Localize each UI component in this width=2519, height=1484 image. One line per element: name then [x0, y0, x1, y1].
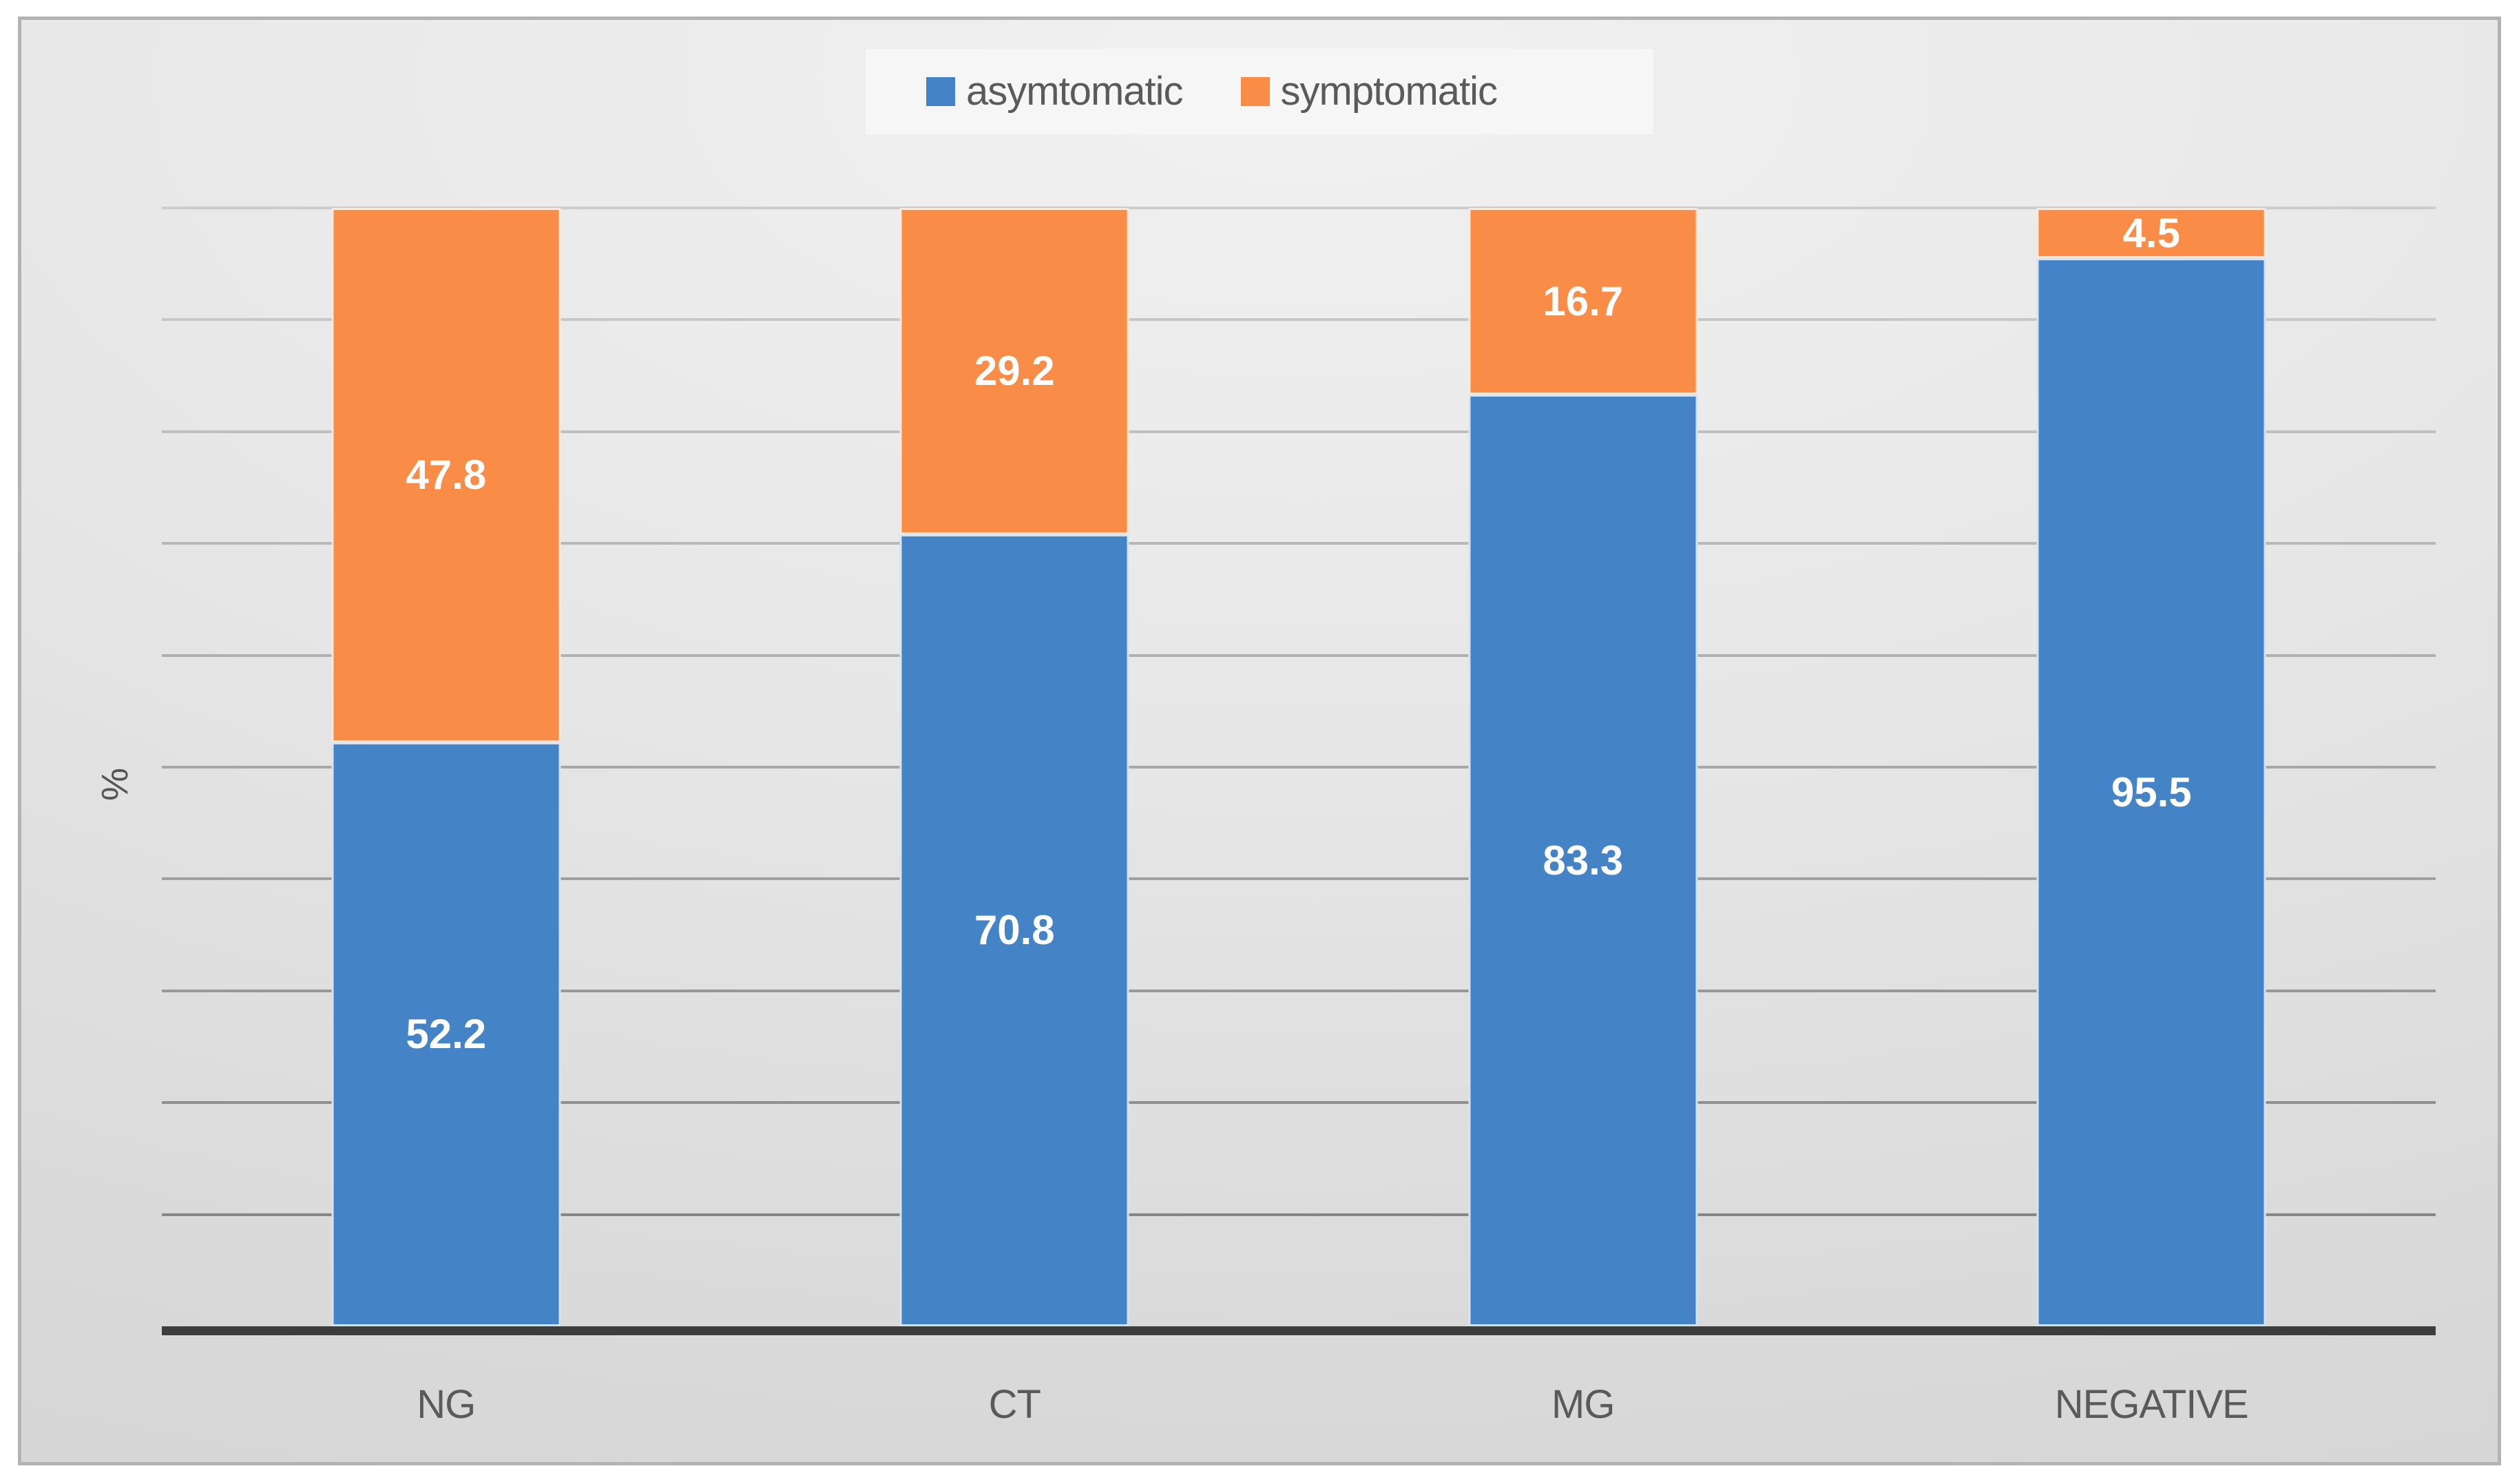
legend-label: asymtomatic — [966, 69, 1184, 114]
data-label-asymtomatic-NG: 52.2 — [406, 1011, 487, 1058]
legend-marker-symptomatic — [1240, 77, 1270, 106]
category-label-MG: MG — [1551, 1381, 1615, 1427]
bar-segment-symptomatic-MG: 16.7 — [1468, 208, 1698, 395]
bar-MG: 83.3 16.7 — [1468, 208, 1698, 1326]
category-label-NEGATIVE: NEGATIVE — [2054, 1381, 2249, 1427]
bar-NEGATIVE: 95.5 4.5 — [2036, 208, 2266, 1326]
gridline — [162, 542, 2436, 545]
data-label-asymtomatic-NEGATIVE: 95.5 — [2111, 769, 2192, 815]
gridline — [162, 1213, 2436, 1216]
bar-segment-symptomatic-NG: 47.8 — [331, 208, 561, 743]
gridline — [162, 877, 2436, 881]
legend-label: symptomatic — [1280, 69, 1498, 114]
gridline — [162, 989, 2436, 992]
category-axis-labels: NG CT MG NEGATIVE — [162, 1373, 2436, 1435]
gridline — [162, 1101, 2436, 1105]
data-label-symptomatic-MG: 16.7 — [1543, 278, 1624, 324]
bar-segment-asymtomatic-NEGATIVE: 95.5 — [2036, 258, 2266, 1326]
bar-NG: 52.2 47.8 — [331, 208, 561, 1326]
data-label-symptomatic-CT: 29.2 — [974, 348, 1055, 395]
legend-item-asymtomatic: asymtomatic — [926, 69, 1184, 114]
legend: asymtomatic symptomatic — [866, 49, 1653, 134]
data-label-symptomatic-NG: 47.8 — [406, 452, 487, 499]
x-axis-line — [162, 1326, 2436, 1335]
bar-slot-NEGATIVE: 95.5 4.5 — [1868, 208, 2436, 1326]
data-label-asymtomatic-MG: 83.3 — [1543, 837, 1624, 884]
bar-segment-asymtomatic-NG: 52.2 — [331, 742, 561, 1326]
data-label-symptomatic-NEGATIVE: 4.5 — [2122, 209, 2180, 256]
bar-slot-NG: 52.2 47.8 — [162, 208, 731, 1326]
bar-CT: 70.8 29.2 — [899, 208, 1129, 1326]
gridline — [162, 430, 2436, 433]
chart-panel: asymtomatic symptomatic 52.2 47.8 70.8 29.2 8… — [18, 17, 2501, 1465]
category-label-CT: CT — [988, 1381, 1041, 1427]
bar-segment-symptomatic-CT: 29.2 — [899, 208, 1129, 535]
plot-area: 52.2 47.8 70.8 29.2 83.3 16.7 95.5 4.5 — [162, 207, 2436, 1335]
bar-segment-asymtomatic-MG: 83.3 — [1468, 395, 1698, 1326]
bar-segment-asymtomatic-CT: 70.8 — [899, 534, 1129, 1326]
category-label-NG: NG — [417, 1381, 476, 1427]
data-label-asymtomatic-CT: 70.8 — [974, 907, 1055, 954]
bar-slot-CT: 70.8 29.2 — [731, 208, 1299, 1326]
gridline — [162, 207, 2436, 209]
gridline — [162, 766, 2436, 769]
legend-item-symptomatic: symptomatic — [1240, 69, 1498, 114]
legend-marker-asymtomatic — [926, 77, 955, 106]
gridline — [162, 318, 2436, 322]
gridline — [162, 654, 2436, 657]
bar-slot-MG: 83.3 16.7 — [1299, 208, 1868, 1326]
bar-segment-symptomatic-NEGATIVE: 4.5 — [2036, 208, 2266, 259]
y-axis-title: % — [94, 768, 136, 802]
